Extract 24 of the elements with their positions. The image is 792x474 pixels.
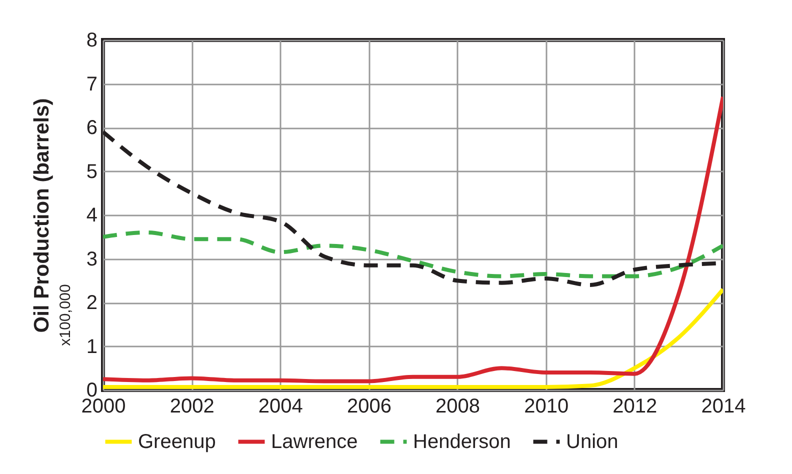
legend-label: Greenup (138, 430, 216, 453)
y-axis-title: Oil Production (barrels) (30, 98, 54, 333)
x-tick-label: 2004 (258, 396, 303, 418)
x-tick-label: 2014 (701, 396, 746, 418)
legend-label: Lawrence (271, 430, 358, 453)
y-tick-label: 6 (86, 117, 98, 139)
y-tick-label: 1 (86, 336, 98, 358)
y-tick-label: 7 (86, 73, 98, 96)
y-tick-label: 3 (86, 248, 98, 270)
x-tick-label: 2008 (436, 396, 480, 418)
y-tick-label: 2 (86, 292, 98, 314)
line-series (103, 230, 723, 278)
line-series (103, 287, 723, 389)
y-tick-label: 8 (86, 30, 98, 52)
text: x100,000 (57, 284, 74, 346)
y-tick-label: 5 (86, 160, 98, 183)
x-tick-label: 2006 (346, 396, 392, 418)
y-tick-label: 4 (86, 204, 98, 226)
legend-label: Union (566, 430, 618, 453)
line-series (103, 94, 723, 384)
x-tick-label: 2002 (170, 396, 214, 418)
x-tick-label: 2012 (612, 396, 658, 418)
x-tick-label: 2010 (524, 396, 569, 418)
legend-label: Henderson (413, 430, 511, 453)
